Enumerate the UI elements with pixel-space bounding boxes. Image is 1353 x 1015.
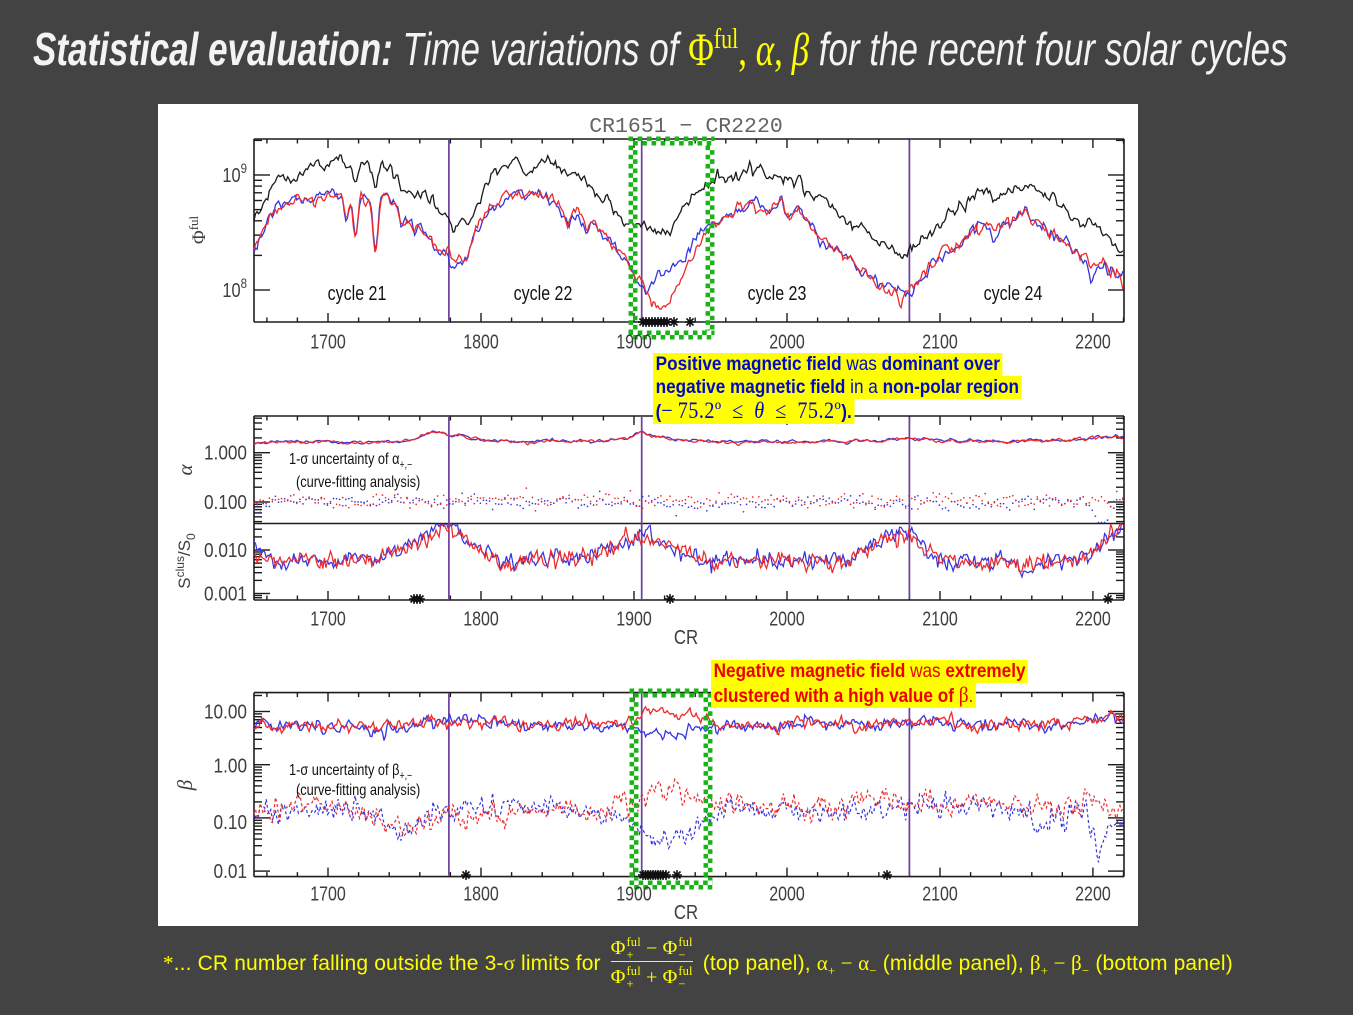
svg-text:1.000: 1.000 <box>204 441 247 464</box>
svg-text:1.00: 1.00 <box>214 754 247 777</box>
svg-text:1900: 1900 <box>616 607 652 630</box>
svg-text:2100: 2100 <box>922 330 958 353</box>
svg-text:cycle 24: cycle 24 <box>984 282 1043 304</box>
svg-text:10.00: 10.00 <box>204 700 247 723</box>
svg-text:2100: 2100 <box>922 882 958 905</box>
svg-text:2000: 2000 <box>769 882 805 905</box>
svg-text:(curve-fitting analysis): (curve-fitting analysis) <box>296 474 420 492</box>
svg-text:2000: 2000 <box>769 330 805 353</box>
svg-text:1800: 1800 <box>463 607 499 630</box>
svg-text:0.100: 0.100 <box>204 491 247 514</box>
svg-text:1900: 1900 <box>616 330 652 353</box>
svg-text:(curve-fitting analysis): (curve-fitting analysis) <box>296 782 420 800</box>
svg-text:CR: CR <box>674 625 698 648</box>
svg-text:1-σ uncertainty of α+,−: 1-σ uncertainty of α+,− <box>289 451 412 472</box>
svg-text:cycle 22: cycle 22 <box>514 282 573 304</box>
svg-text:1700: 1700 <box>310 607 346 630</box>
svg-text:2200: 2200 <box>1075 607 1111 630</box>
svg-text:0.001: 0.001 <box>204 582 247 605</box>
svg-text:2200: 2200 <box>1075 330 1111 353</box>
svg-text:1800: 1800 <box>463 330 499 353</box>
svg-text:1900: 1900 <box>616 882 652 905</box>
svg-text:1700: 1700 <box>310 882 346 905</box>
svg-text:2100: 2100 <box>922 607 958 630</box>
svg-text:2200: 2200 <box>1075 882 1111 905</box>
svg-text:1700: 1700 <box>310 330 346 353</box>
svg-text:1800: 1800 <box>463 882 499 905</box>
svg-text:α: α <box>173 464 197 476</box>
svg-text:cycle 21: cycle 21 <box>328 282 387 304</box>
svg-text:CR: CR <box>674 900 698 923</box>
svg-text:0.010: 0.010 <box>204 539 247 562</box>
svg-text:2000: 2000 <box>769 607 805 630</box>
svg-text:cycle 23: cycle 23 <box>748 282 807 304</box>
svg-text:1-σ uncertainty of β+,−: 1-σ uncertainty of β+,− <box>289 762 412 783</box>
svg-text:CR1651 − CR2220: CR1651 − CR2220 <box>589 115 783 139</box>
svg-text:β: β <box>173 779 197 791</box>
svg-text:0.10: 0.10 <box>214 811 247 834</box>
svg-text:0.01: 0.01 <box>214 860 247 883</box>
